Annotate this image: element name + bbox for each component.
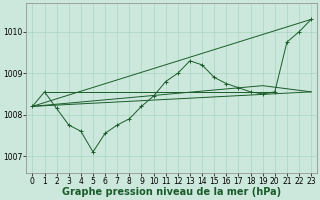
X-axis label: Graphe pression niveau de la mer (hPa): Graphe pression niveau de la mer (hPa) bbox=[62, 187, 281, 197]
